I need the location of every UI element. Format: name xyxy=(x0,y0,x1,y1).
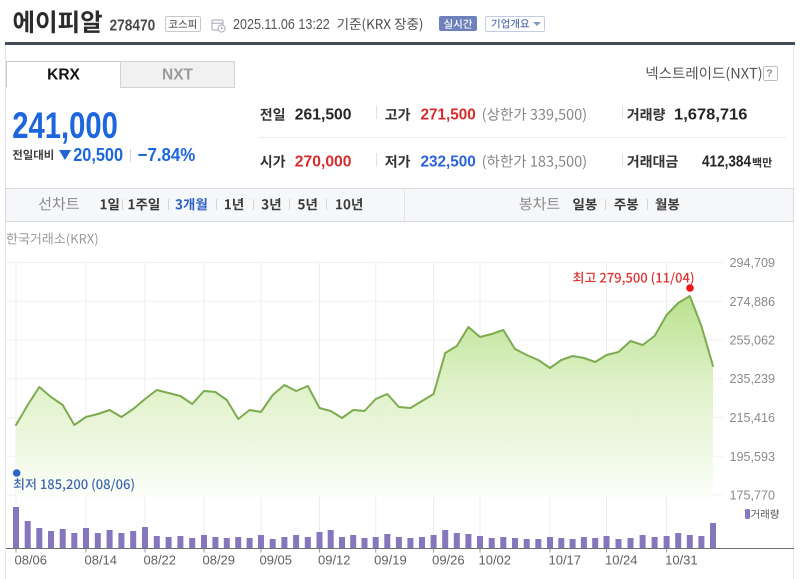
svg-text:09/05: 09/05 xyxy=(260,554,293,568)
svg-text:235,239: 235,239 xyxy=(730,372,776,386)
svg-text:255,062: 255,062 xyxy=(730,334,776,348)
svg-text:232,500: 232,500 xyxy=(421,154,476,171)
svg-text:261,500: 261,500 xyxy=(295,107,352,124)
svg-text:09/26: 09/26 xyxy=(432,554,465,568)
svg-text:10/02: 10/02 xyxy=(479,554,512,568)
svg-text:10/17: 10/17 xyxy=(549,554,582,568)
svg-text:08/22: 08/22 xyxy=(144,554,177,568)
svg-text:241,000: 241,000 xyxy=(12,104,118,146)
svg-text:274,886: 274,886 xyxy=(730,295,776,309)
svg-text:2025.11.06 13:22: 2025.11.06 13:22 xyxy=(233,16,330,33)
svg-text:08/29: 08/29 xyxy=(203,554,236,568)
svg-text:412,384: 412,384 xyxy=(702,154,751,171)
svg-text:KRX: KRX xyxy=(47,67,80,84)
svg-text:09/19: 09/19 xyxy=(374,554,407,568)
svg-text:215,416: 215,416 xyxy=(730,411,776,425)
svg-text:20,500: 20,500 xyxy=(73,144,123,165)
svg-text:1,678,716: 1,678,716 xyxy=(674,107,748,124)
svg-text:−7.84%: −7.84% xyxy=(138,144,196,165)
svg-text:NXT: NXT xyxy=(162,67,194,84)
svg-text:195,593: 195,593 xyxy=(730,450,776,464)
svg-text:09/12: 09/12 xyxy=(318,554,351,568)
svg-text:10/24: 10/24 xyxy=(605,554,638,568)
svg-text:278470: 278470 xyxy=(110,18,156,35)
svg-text:10/31: 10/31 xyxy=(665,554,698,568)
svg-text:08/06: 08/06 xyxy=(15,554,48,568)
svg-text:271,500: 271,500 xyxy=(421,107,476,124)
svg-text:270,000: 270,000 xyxy=(295,154,352,171)
svg-text:08/14: 08/14 xyxy=(85,554,118,568)
svg-text:175,770: 175,770 xyxy=(730,489,776,503)
svg-text:?: ? xyxy=(766,68,772,80)
svg-text:294,709: 294,709 xyxy=(730,256,776,270)
